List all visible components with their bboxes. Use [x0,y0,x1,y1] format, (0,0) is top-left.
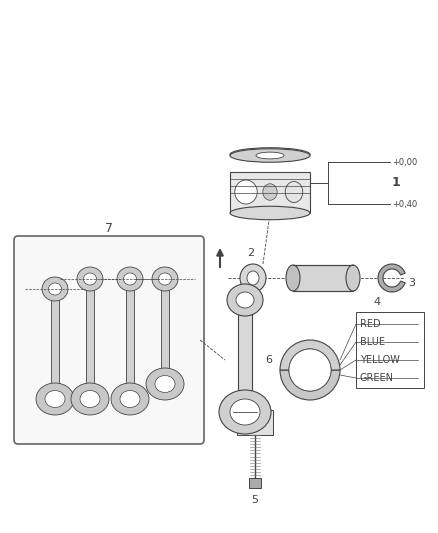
Bar [249,478,261,488]
Ellipse shape [152,267,178,291]
Ellipse shape [77,267,103,291]
Text: 2: 2 [247,248,254,258]
Text: YELLOW: YELLOW [360,355,400,365]
Ellipse shape [235,180,257,204]
Ellipse shape [159,273,172,285]
Bar [86,283,94,397]
Ellipse shape [111,383,149,415]
Ellipse shape [346,265,360,291]
Ellipse shape [49,283,61,295]
Ellipse shape [42,277,68,301]
FancyBboxPatch shape [230,172,310,213]
Ellipse shape [230,399,260,425]
Ellipse shape [155,376,175,392]
Wedge shape [280,370,340,400]
Bar [51,293,59,397]
Ellipse shape [227,284,263,316]
Ellipse shape [124,273,137,285]
Polygon shape [238,305,252,415]
Ellipse shape [80,391,100,408]
Text: 5: 5 [251,495,258,505]
Text: RED: RED [360,319,381,329]
Ellipse shape [230,148,310,161]
Text: +0,00: +0,00 [392,157,417,166]
Ellipse shape [71,383,109,415]
Ellipse shape [236,292,254,308]
Ellipse shape [146,368,184,400]
Ellipse shape [285,182,303,203]
Text: 1: 1 [392,176,401,190]
Bar [356,312,424,388]
Ellipse shape [117,267,143,291]
Ellipse shape [247,271,259,285]
Ellipse shape [120,391,140,408]
Ellipse shape [230,149,310,162]
Ellipse shape [289,349,331,391]
Text: 4: 4 [373,297,380,307]
Text: 6: 6 [265,355,272,365]
Ellipse shape [256,152,284,159]
Bar [237,410,273,435]
Ellipse shape [240,264,266,292]
Text: 3: 3 [408,278,415,288]
Wedge shape [280,340,340,370]
Bar [126,283,134,397]
Ellipse shape [36,383,74,415]
Bar [161,283,169,382]
Ellipse shape [286,265,300,291]
FancyBboxPatch shape [293,265,353,291]
Ellipse shape [219,390,271,434]
Text: BLUE: BLUE [360,337,385,347]
Ellipse shape [230,206,310,220]
Wedge shape [378,264,405,292]
Ellipse shape [263,184,277,200]
Ellipse shape [84,273,96,285]
Text: 7: 7 [105,222,113,235]
Text: GREEN: GREEN [360,373,394,383]
FancyBboxPatch shape [14,236,204,444]
Text: +0,40: +0,40 [392,199,417,208]
Ellipse shape [45,391,65,408]
